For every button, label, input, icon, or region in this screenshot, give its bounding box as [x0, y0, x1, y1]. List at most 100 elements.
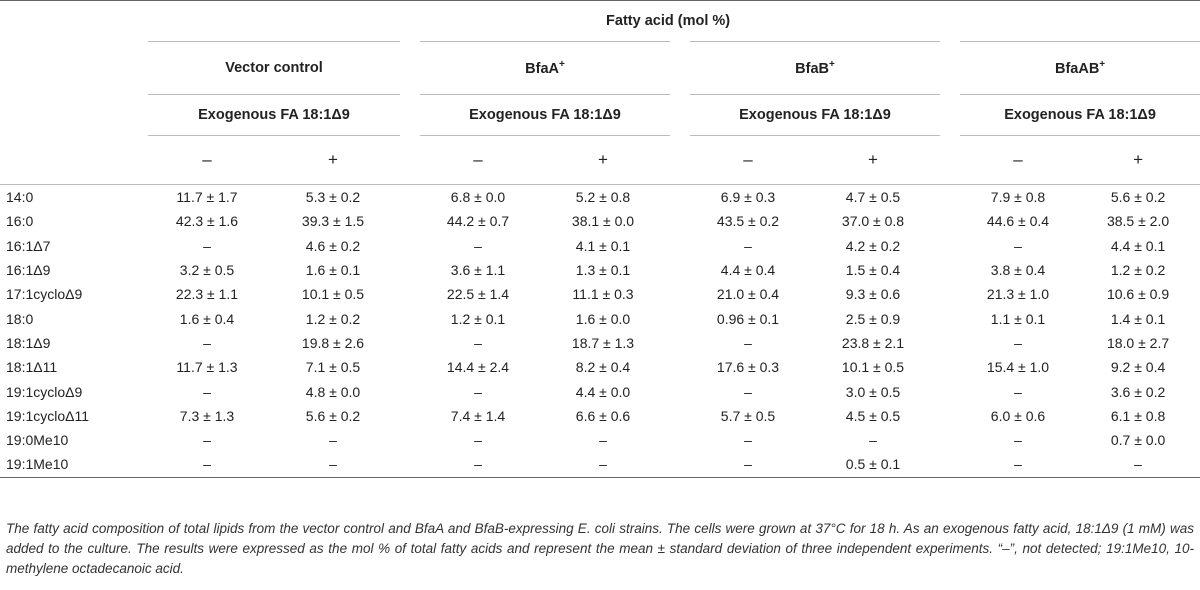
row-label: 16:1Δ9: [6, 262, 51, 279]
table-cell: 1.4 ± 0.1: [1110, 310, 1166, 327]
table-cell: 1.5 ± 0.4: [845, 262, 901, 279]
table-cell: 8.2 ± 0.4: [575, 359, 631, 376]
table-cell: 17.6 ± 0.3: [716, 359, 780, 376]
table-cell: 9.2 ± 0.4: [1110, 359, 1166, 376]
table-row: 18:0 1.6 ± 0.4 1.2 ± 0.2 1.2 ± 0.1 1.6 ± 0.0…: [0, 306, 1200, 330]
strain-header-bfaab: BfaAB+: [960, 41, 1200, 95]
table-cell: –: [203, 432, 211, 449]
strain-header-bfab: BfaB+: [690, 41, 940, 95]
table-cell: 42.3 ± 1.6: [175, 213, 239, 230]
table-cell: 1.1 ± 0.1: [990, 310, 1046, 327]
table-cell: 3.8 ± 0.4: [990, 262, 1046, 279]
table-cell: 4.4 ± 0.4: [720, 262, 776, 279]
row-label: 19:1Me10: [0, 452, 136, 478]
table-cell: 19.8 ± 2.6: [301, 334, 365, 351]
table-cell: 11.7 ± 1.7: [176, 189, 238, 206]
table-cell: 3.0 ± 0.5: [845, 383, 901, 400]
table-cell: 4.7 ± 0.5: [845, 189, 901, 206]
row-label: 14:0: [6, 189, 34, 206]
table-cell: 6.8 ± 0.0: [450, 189, 506, 206]
table-cell: –: [1076, 452, 1200, 478]
table-cell: 6.1 ± 0.8: [1110, 407, 1166, 424]
table-cell: –: [203, 237, 211, 254]
table-cell: 18.0 ± 2.7: [1106, 334, 1170, 351]
row-label: 17:1cycloΔ9: [6, 286, 83, 303]
table-cell: 14.4 ± 2.4: [446, 359, 510, 376]
table-cell: 15.4 ± 1.0: [986, 359, 1050, 376]
table-cell: 4.4 ± 0.1: [1110, 237, 1166, 254]
table-cell: 22.5 ± 1.4: [446, 286, 510, 303]
table-cell: –: [329, 432, 337, 449]
fatty-acid-title: Fatty acid (mol %): [136, 0, 1200, 42]
table-cell: 21.3 ± 1.0: [986, 286, 1050, 303]
row-label: 19:1cycloΔ11: [6, 407, 90, 424]
table-cell: 5.6 ± 0.2: [1110, 189, 1166, 206]
table-cell: –: [474, 237, 482, 254]
table-cell: 22.3 ± 1.1: [175, 286, 239, 303]
header-row-exogenous: Exogenous FA 18:1Δ9 Exogenous FA 18:1Δ9 …: [0, 94, 1200, 136]
table-row: 19:1cycloΔ9 – 4.8 ± 0.0 – 4.4 ± 0.0 – 3.0 ± 0.…: [0, 379, 1200, 403]
table-cell: 38.5 ± 2.0: [1106, 213, 1170, 230]
table-footnote: The fatty acid composition of total lipi…: [6, 521, 1194, 576]
table-cell: 38.1 ± 0.0: [571, 213, 635, 230]
table-cell: 11.7 ± 1.3: [176, 359, 238, 376]
table-cell: 4.6 ± 0.2: [305, 237, 361, 254]
table-row: 18:1Δ9 – 19.8 ± 2.6 – 18.7 ± 1.3 – 23.8 ± 2.1 –…: [0, 331, 1200, 355]
table-cell: 18.7 ± 1.3: [571, 334, 635, 351]
table-cell: 5.2 ± 0.8: [575, 189, 631, 206]
table-cell: 11.1 ± 0.3: [572, 286, 634, 303]
header-row-strains: Vector control BfaA+ BfaB+ BfaAB+: [0, 41, 1200, 95]
table-row: 16:1Δ7 – 4.6 ± 0.2 – 4.1 ± 0.1 – 4.2 ± 0.2 – 4.4…: [0, 234, 1200, 258]
strain-header-bfaa: BfaA+: [420, 41, 670, 95]
table-cell: 10.6 ± 0.9: [1106, 286, 1170, 303]
minus-header: –: [960, 135, 1076, 185]
table-row: 17:1cycloΔ9 22.3 ± 1.1 10.1 ± 0.5 22.5 ± 1.…: [0, 282, 1200, 306]
table-cell: 6.6 ± 0.6: [575, 407, 631, 424]
table-cell: 1.6 ± 0.1: [305, 262, 361, 279]
table-cell: –: [744, 383, 752, 400]
table-cell: 1.2 ± 0.1: [450, 310, 506, 327]
plus-header: +: [1076, 135, 1200, 185]
row-label: 16:0: [6, 213, 34, 230]
plus-header: +: [266, 135, 400, 185]
plus-header: +: [536, 135, 670, 185]
table-cell: 1.3 ± 0.1: [575, 262, 631, 279]
minus-header: –: [690, 135, 806, 185]
table-cell: 6.0 ± 0.6: [990, 407, 1046, 424]
table-row: 16:1Δ9 3.2 ± 0.5 1.6 ± 0.1 3.6 ± 1.1 1.3 ± 0…: [0, 258, 1200, 282]
table-cell: –: [599, 432, 607, 449]
table-cell: –: [1014, 237, 1022, 254]
table-cell: 10.1 ± 0.5: [841, 359, 905, 376]
table-cell: 21.0 ± 0.4: [716, 286, 780, 303]
table-cell: 7.9 ± 0.8: [990, 189, 1046, 206]
table-cell: –: [474, 334, 482, 351]
table-cell: –: [869, 432, 877, 449]
row-label: 18:1Δ11: [6, 359, 58, 376]
fatty-acid-table: Fatty acid (mol %) Vector control BfaA+ …: [0, 0, 1200, 478]
table-body: 14:0 11.7 ± 1.7 5.3 ± 0.2 6.8 ± 0.0 5.2 ± 0.…: [0, 185, 1200, 478]
table-cell: 0.96 ± 0.1: [716, 310, 780, 327]
table-cell: 44.2 ± 0.7: [446, 213, 510, 230]
table-cell: 4.2 ± 0.2: [845, 237, 901, 254]
table-cell: –: [420, 452, 536, 478]
table-cell: 3.2 ± 0.5: [179, 262, 235, 279]
row-label: 18:0: [6, 310, 34, 327]
table-cell: 43.5 ± 0.2: [716, 213, 780, 230]
table-cell: –: [474, 383, 482, 400]
table-cell: 5.6 ± 0.2: [305, 407, 361, 424]
table-row: 18:1Δ11 11.7 ± 1.3 7.1 ± 0.5 14.4 ± 2.4 8.2 …: [0, 355, 1200, 379]
table-cell: 9.3 ± 0.6: [845, 286, 901, 303]
exogenous-header: Exogenous FA 18:1Δ9: [960, 94, 1200, 136]
plus-header: +: [806, 135, 940, 185]
exogenous-header: Exogenous FA 18:1Δ9: [148, 94, 400, 136]
table-cell: 3.6 ± 0.2: [1110, 383, 1166, 400]
table-row: 14:0 11.7 ± 1.7 5.3 ± 0.2 6.8 ± 0.0 5.2 ± 0.…: [0, 185, 1200, 210]
table-cell: –: [203, 383, 211, 400]
header-row-fatty-acid: Fatty acid (mol %): [0, 0, 1200, 42]
table-cell: 44.6 ± 0.4: [986, 213, 1050, 230]
table-cell: –: [148, 452, 266, 478]
table-cell: –: [266, 452, 400, 478]
strain-header-vector-control: Vector control: [148, 41, 400, 95]
table-cell: 23.8 ± 2.1: [841, 334, 905, 351]
